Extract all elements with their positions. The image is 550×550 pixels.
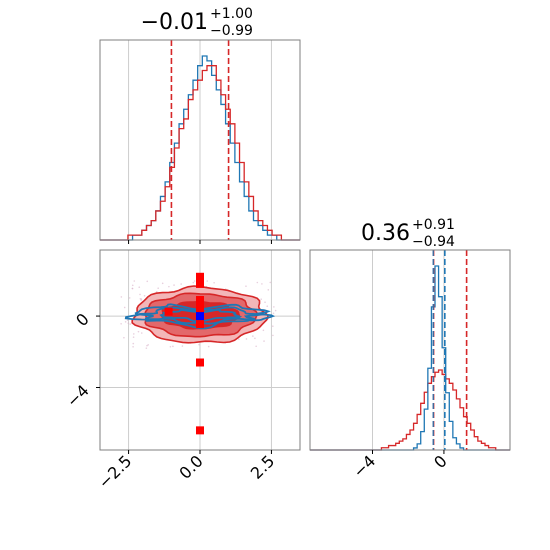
joint-sample-point <box>180 283 182 285</box>
joint-sample-point <box>123 306 126 309</box>
joint-sample-point <box>252 335 254 337</box>
joint-sample-point <box>264 301 266 304</box>
joint-sample-point <box>261 283 263 285</box>
joint-sample-point <box>145 347 148 349</box>
joint-sample-point <box>272 312 275 315</box>
joint-sample-point <box>262 329 265 332</box>
joint-blue-contour <box>159 308 243 323</box>
joint-sample-point <box>155 291 158 293</box>
joint-sample-point <box>207 345 210 348</box>
joint-sample-point <box>139 293 141 296</box>
joint-sample-point <box>267 289 270 291</box>
joint-blue-marker <box>196 312 204 321</box>
joint-sample-point <box>192 281 195 284</box>
joint-red-marker <box>196 272 204 281</box>
param2-title-minus: −0.94 <box>412 234 455 250</box>
joint-sample-point <box>161 282 164 285</box>
joint-sample-point <box>120 296 123 298</box>
param2-hist-blue <box>310 265 510 451</box>
joint-sample-point <box>173 284 175 286</box>
joint-x-tick-label: 2.5 <box>247 451 278 482</box>
joint-sample-point <box>256 281 259 284</box>
joint-sample-point <box>255 345 257 348</box>
joint-sample-point <box>213 281 215 284</box>
joint-sample-point <box>157 287 159 290</box>
joint-blue-contour <box>124 303 276 330</box>
joint-sample-point <box>193 280 196 282</box>
joint-sample-point <box>137 330 140 333</box>
joint-sample-point <box>172 345 174 348</box>
joint-sample-point <box>168 285 170 288</box>
param2-hist-red <box>310 369 510 451</box>
joint-sample-point <box>206 280 209 282</box>
frame-layer <box>96 39 511 454</box>
joint-sample-point <box>269 281 272 284</box>
joint-sample-point <box>124 321 127 323</box>
joint-sample-point <box>181 345 184 347</box>
joint-sample-point <box>128 297 131 299</box>
joint-sample-point <box>120 323 122 325</box>
joint-sample-point <box>126 319 129 322</box>
joint-x-tick-label: 0.0 <box>175 451 206 482</box>
joint-sample-point <box>198 343 200 346</box>
joint-sample-point <box>132 336 135 338</box>
joint-sample-point <box>147 344 149 346</box>
joint-sample-point <box>263 340 265 342</box>
joint-sample-point <box>127 322 130 324</box>
joint-sample-point <box>245 285 247 287</box>
joint-red-marker <box>196 296 204 304</box>
joint-sample-point <box>132 342 135 345</box>
joint-red-marker <box>196 426 204 435</box>
joint-sample-point <box>169 345 172 348</box>
joint-red-marker <box>196 320 204 329</box>
joint-sample-point <box>123 336 125 339</box>
joint-sample-point <box>274 309 277 312</box>
joint-sample-point <box>129 323 132 325</box>
joint-sample-point <box>266 305 269 307</box>
param1-title-minus: −0.99 <box>210 23 253 39</box>
joint-sample-point <box>140 332 143 334</box>
joint-sample-point <box>133 280 136 282</box>
joint-x-tick-label: −2.5 <box>94 451 135 492</box>
joint-red-marker <box>196 358 204 367</box>
label-layer: −2.5 0.0 2.5 −4 0 0 −4 −0.01 +1.00−0.99 0.36 +0.91… <box>63 6 455 492</box>
param2-title-plus: +0.91 <box>412 217 455 233</box>
joint-sample-point <box>273 306 275 308</box>
joint-sample-point <box>132 345 134 348</box>
joint-red-marker <box>164 307 173 316</box>
param2-title-value: 0.36 <box>361 221 410 246</box>
joint-sample-point <box>272 325 274 327</box>
joint-sample-point <box>140 299 142 301</box>
joint-sample-point <box>146 344 148 347</box>
joint-sample-point <box>131 284 134 287</box>
param1-hist-red <box>100 65 300 241</box>
joint-y-tick-label: 0 <box>72 309 93 330</box>
joint-sample-point <box>238 338 240 341</box>
right-x-tick-label: 0 <box>430 451 451 472</box>
joint-blue-contour <box>138 306 265 325</box>
joint-sample-point <box>143 294 146 297</box>
joint-sample-point <box>272 334 274 337</box>
joint-y-tick-label: −4 <box>63 381 93 411</box>
joint-sample-point <box>254 337 256 340</box>
joint-sample-point <box>138 286 141 289</box>
joint-red-marker <box>196 279 204 288</box>
joint-sample-point <box>131 287 134 290</box>
joint-sample-point <box>146 280 149 283</box>
joint-red-marker <box>196 302 204 311</box>
param1-title-value: −0.01 <box>141 10 208 35</box>
param1-title-plus: +1.00 <box>210 6 253 22</box>
joint-sample-point <box>132 333 135 335</box>
right-panel-frame <box>309 249 511 451</box>
right-x-tick-label: −4 <box>349 451 379 481</box>
joint-sample-point <box>260 298 262 301</box>
joint-sample-point <box>245 338 248 340</box>
